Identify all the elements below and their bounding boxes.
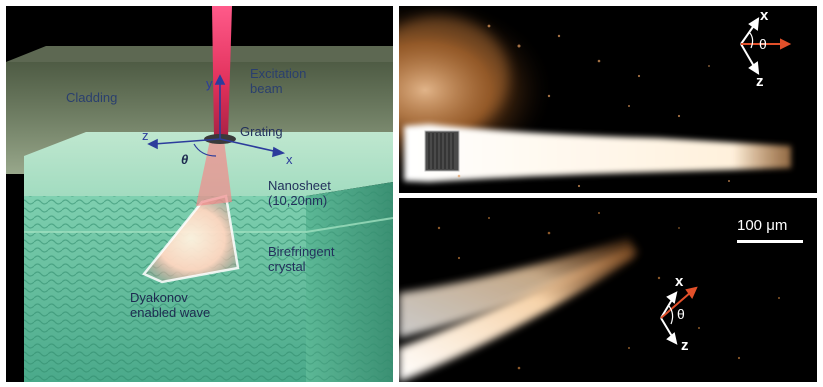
- excitation-beam: [212, 6, 232, 138]
- grating-marker: [424, 130, 460, 172]
- axis-y-label: y: [206, 76, 213, 91]
- dyakonov-wave-label: Dyakonov enabled wave: [130, 290, 211, 320]
- beam-cone: [196, 140, 232, 206]
- axis-z-label: z: [142, 128, 149, 143]
- micrograph-top-image: [399, 6, 792, 193]
- top-axes: [740, 17, 760, 75]
- crystal-front-ripple: [24, 196, 306, 382]
- schematic-axes: [147, 74, 286, 158]
- bottom-axis-x-label: x: [675, 273, 684, 290]
- bottom-speckle-noise: [437, 212, 780, 370]
- schematic-illustration: [6, 6, 393, 382]
- propagating-beam: [404, 124, 791, 182]
- oblique-beam: [399, 238, 639, 338]
- top-theta-label: θ: [759, 36, 767, 52]
- cladding-label: Cladding: [66, 90, 118, 105]
- bottom-theta-label: θ: [677, 306, 685, 322]
- grating-marker-lines: [428, 133, 454, 169]
- speckle-noise: [457, 24, 730, 188]
- schematic-panel: Cladding Excitation beam Grating Nanoshe…: [6, 6, 393, 382]
- crystal-side-ripple: [306, 182, 393, 382]
- spray-fan: [399, 16, 509, 136]
- bottom-theta-arc: [668, 305, 674, 325]
- oblique-beam-core: [399, 246, 635, 382]
- top-axis-x-label: x: [760, 7, 769, 24]
- dyakonov-wave: [144, 196, 238, 282]
- micrograph-bottom: 100 μm x z θ: [399, 198, 817, 382]
- nanosheet-edge: [24, 217, 393, 233]
- nanosheet-label: Nanosheet (10,20nm): [268, 178, 331, 208]
- bottom-axis-z-label: z: [681, 337, 689, 354]
- grating-label: Grating: [240, 124, 283, 139]
- scale-bar-label: 100 μm: [737, 217, 788, 234]
- top-axis-z-label: z: [756, 73, 764, 90]
- axis-x-label: x: [286, 152, 293, 167]
- top-orange-arrow: [741, 38, 792, 50]
- cladding-top: [6, 46, 393, 62]
- theta-arc: [193, 143, 217, 157]
- theta-label: θ: [181, 152, 189, 167]
- top-theta-arc: [748, 31, 754, 49]
- micrograph-top: x z θ: [399, 6, 817, 193]
- birefringent-crystal-label: Birefringent crystal: [268, 244, 335, 274]
- bottom-orange-arrow: [660, 286, 698, 319]
- excitation-beam-label: Excitation beam: [250, 66, 307, 96]
- scale-bar: [737, 240, 803, 243]
- bottom-axes: [660, 291, 678, 345]
- micrograph-bottom-image: [399, 212, 803, 382]
